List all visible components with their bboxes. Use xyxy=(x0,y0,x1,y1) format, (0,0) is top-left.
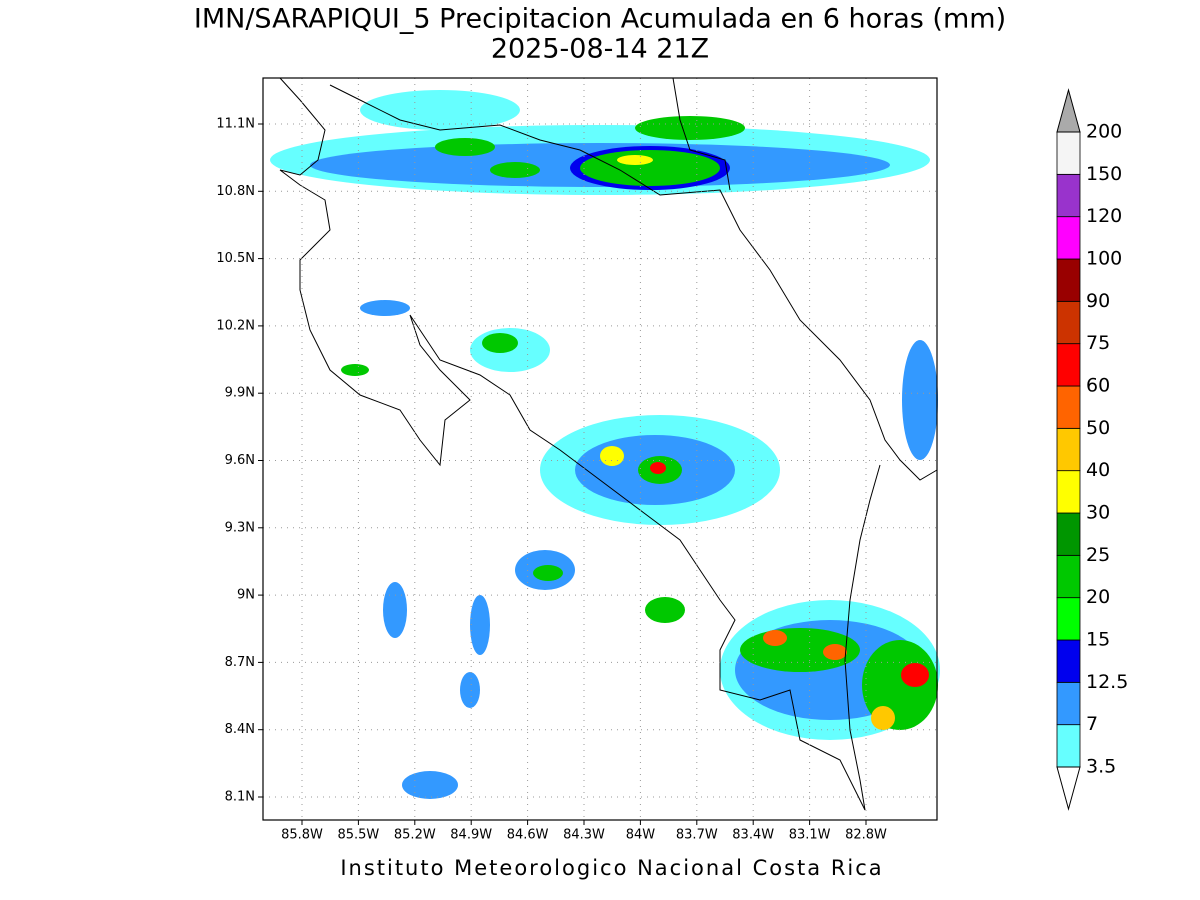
title: IMN/SARAPIQUI_5 Precipitacion Acumulada … xyxy=(194,4,1006,35)
lon-label: 85.8W xyxy=(281,828,323,843)
colorbar-cell xyxy=(1056,639,1081,683)
colorbar-label: 7 xyxy=(1086,713,1098,735)
lat-label: 10.2N xyxy=(216,318,255,333)
lon-label: 82.8W xyxy=(845,828,887,843)
grid xyxy=(258,78,937,825)
colorbar-cell xyxy=(1056,343,1081,387)
lon-label: 85.2W xyxy=(394,828,436,843)
colorbar-cell xyxy=(1056,300,1081,345)
colorbar-over xyxy=(1056,88,1081,133)
colorbar-under xyxy=(1056,766,1081,811)
colorbar-label: 25 xyxy=(1086,544,1110,566)
lat-label: 8.4N xyxy=(225,722,255,737)
colorbar-label: 150 xyxy=(1086,163,1122,185)
precip-field xyxy=(270,90,940,799)
colorbar-label: 100 xyxy=(1086,248,1122,270)
lon-label: 83.1W xyxy=(789,828,831,843)
colorbar-cell xyxy=(1056,554,1081,599)
lat-label: 9.6N xyxy=(225,453,255,468)
colorbar-label: 60 xyxy=(1086,375,1110,397)
colorbar-label: 12.5 xyxy=(1086,671,1128,693)
colorbar-cell xyxy=(1056,385,1081,429)
lat-label: 8.1N xyxy=(225,790,255,805)
lat-label: 9.3N xyxy=(225,520,255,535)
colorbar-label: 40 xyxy=(1086,459,1110,481)
colorbar-cell xyxy=(1056,597,1081,641)
colorbar-label: 3.5 xyxy=(1086,756,1116,778)
colorbar-label: 30 xyxy=(1086,502,1110,524)
map-frame xyxy=(262,77,938,821)
lat-label: 8.7N xyxy=(225,655,255,670)
colorbar xyxy=(1056,88,1081,811)
lon-label: 83.7W xyxy=(676,828,718,843)
colorbar-cell xyxy=(1056,258,1081,302)
lat-label: 9.9N xyxy=(225,386,255,401)
colorbar-label: 15 xyxy=(1086,629,1110,651)
colorbar-label: 90 xyxy=(1086,290,1110,312)
lat-label: 11.1N xyxy=(216,117,255,132)
colorbar-cell xyxy=(1056,131,1081,175)
colorbar-cell xyxy=(1056,173,1081,218)
colorbar-label: 120 xyxy=(1086,205,1122,227)
coastlines xyxy=(279,77,938,811)
colorbar-cell xyxy=(1056,724,1081,768)
colorbar-cell xyxy=(1056,681,1081,726)
lon-label: 84W xyxy=(626,828,656,843)
lon-label: 84.9W xyxy=(450,828,492,843)
colorbar-label: 75 xyxy=(1086,332,1110,354)
colorbar-label: 50 xyxy=(1086,417,1110,439)
colorbar-label: 20 xyxy=(1086,586,1110,608)
colorbar-cell xyxy=(1056,427,1081,472)
lat-label: 10.5N xyxy=(216,251,255,266)
lon-label: 83.4W xyxy=(732,828,774,843)
colorbar-cell xyxy=(1056,216,1081,260)
colorbar-cell xyxy=(1056,470,1081,514)
subtitle: 2025-08-14 21Z xyxy=(491,34,709,65)
colorbar-cell xyxy=(1056,512,1081,556)
lat-label: 9N xyxy=(237,588,255,603)
lon-label: 84.6W xyxy=(507,828,549,843)
lon-label: 84.3W xyxy=(563,828,605,843)
colorbar-label: 200 xyxy=(1086,121,1122,143)
lat-label: 10.8N xyxy=(216,184,255,199)
footer: Instituto Meteorologico Nacional Costa R… xyxy=(340,856,883,880)
lon-label: 85.5W xyxy=(337,828,379,843)
